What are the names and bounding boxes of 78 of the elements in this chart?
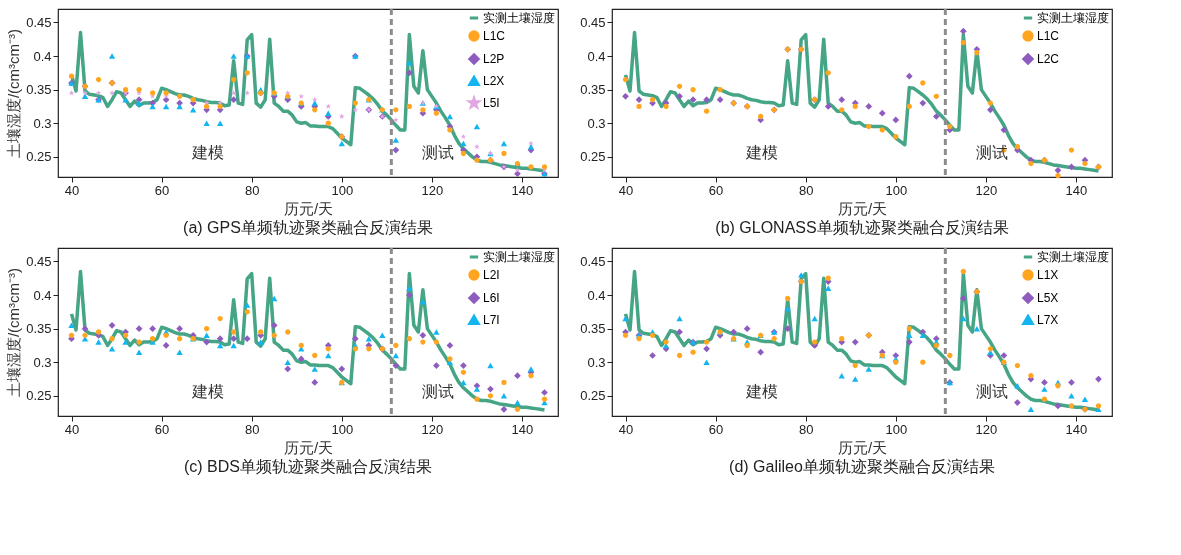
- legend-label: L5X: [1037, 291, 1059, 305]
- legend-label: L2X: [483, 74, 505, 88]
- y-tick-label: 0.4: [587, 287, 606, 303]
- legend-label: 实测土壤湿度: [483, 250, 555, 264]
- annotation: 测试: [422, 383, 454, 401]
- x-tick-label: 140: [511, 421, 534, 437]
- x-tick-label: 80: [798, 421, 814, 437]
- y-axis-title: 土壤湿度/(cm³cm⁻³): [5, 267, 23, 398]
- x-tick-label: 60: [154, 421, 170, 437]
- x-axis-title: 历元/天: [283, 199, 334, 217]
- x-tick-label: 80: [244, 421, 260, 437]
- annotation: 建模: [191, 383, 224, 401]
- y-tick-label: 0.25: [580, 388, 606, 404]
- x-axis-title: 历元/天: [837, 438, 888, 456]
- text: (d) Galileo单频轨迹聚类融合反演结果: [729, 458, 995, 475]
- x-tick-label: 40: [64, 182, 80, 198]
- annotation: 建模: [191, 144, 224, 162]
- legend-label: 实测土壤湿度: [1037, 250, 1109, 264]
- x-tick-label: 140: [511, 182, 534, 198]
- y-tick-label: 0.35: [580, 82, 606, 98]
- text: (a) GPS单频轨迹聚类融合反演结果: [183, 219, 433, 236]
- annotation: 建模: [745, 383, 778, 401]
- y-tick-label: 0.3: [587, 354, 606, 370]
- x-axis-title: 历元/天: [837, 199, 888, 217]
- legend-label: 实测土壤湿度: [1037, 11, 1109, 25]
- y-tick-label: 0.45: [26, 253, 52, 269]
- x-tick-label: 100: [331, 182, 354, 198]
- legend-label: L1X: [1037, 268, 1059, 282]
- x-tick-label: 120: [975, 182, 998, 198]
- y-tick-label: 0.3: [33, 115, 52, 131]
- y-tick-label: 0.4: [33, 48, 52, 64]
- legend-label: L2I: [483, 268, 500, 282]
- x-tick-label: 120: [421, 182, 444, 198]
- x-axis-title: 历元/天: [283, 438, 334, 456]
- legend-label: L7I: [483, 313, 500, 327]
- y-tick-label: 0.35: [580, 321, 606, 337]
- y-axis-title: 土壤湿度/(cm³cm⁻³): [5, 28, 23, 159]
- y-tick-label: 0.3: [33, 354, 52, 370]
- x-tick-label: 140: [1065, 421, 1088, 437]
- legend-label: L6I: [483, 291, 500, 305]
- x-tick-label: 100: [331, 421, 354, 437]
- x-tick-label: 140: [1065, 182, 1088, 198]
- annotation: 测试: [976, 144, 1008, 162]
- x-tick-label: 100: [885, 421, 908, 437]
- x-tick-label: 60: [154, 182, 170, 198]
- x-tick-label: 40: [618, 421, 634, 437]
- x-tick-label: 100: [885, 182, 908, 198]
- x-tick-label: 120: [975, 421, 998, 437]
- y-tick-label: 0.4: [587, 48, 606, 64]
- text: (c) BDS单频轨迹聚类融合反演结果: [184, 458, 432, 475]
- y-tick-label: 0.25: [580, 149, 606, 165]
- y-tick-label: 0.35: [26, 321, 52, 337]
- y-tick-label: 0.45: [580, 253, 606, 269]
- y-tick-label: 0.45: [580, 14, 606, 30]
- legend-label: L5I: [483, 96, 500, 110]
- y-tick-label: 0.25: [26, 388, 52, 404]
- x-tick-label: 60: [708, 182, 724, 198]
- legend-label: L1C: [1037, 29, 1060, 43]
- annotation: 测试: [976, 383, 1008, 401]
- legend-label: 实测土壤湿度: [483, 11, 555, 25]
- x-tick-label: 40: [64, 421, 80, 437]
- y-tick-label: 0.4: [33, 287, 52, 303]
- y-tick-label: 0.25: [26, 149, 52, 165]
- legend-label: L2C: [1037, 52, 1060, 66]
- y-tick-label: 0.3: [587, 115, 606, 131]
- x-tick-label: 120: [421, 421, 444, 437]
- legend-label: L7X: [1037, 313, 1059, 327]
- x-tick-label: 60: [708, 421, 724, 437]
- legend-label: L2P: [483, 52, 505, 66]
- annotation: 测试: [422, 144, 454, 162]
- legend-label: L1C: [483, 29, 506, 43]
- x-tick-label: 80: [244, 182, 260, 198]
- y-tick-label: 0.45: [26, 14, 52, 30]
- text: (b) GLONASS单频轨迹聚类融合反演结果: [715, 219, 1009, 236]
- x-tick-label: 40: [618, 182, 634, 198]
- annotation: 建模: [745, 144, 778, 162]
- y-tick-label: 0.35: [26, 82, 52, 98]
- x-tick-label: 80: [798, 182, 814, 198]
